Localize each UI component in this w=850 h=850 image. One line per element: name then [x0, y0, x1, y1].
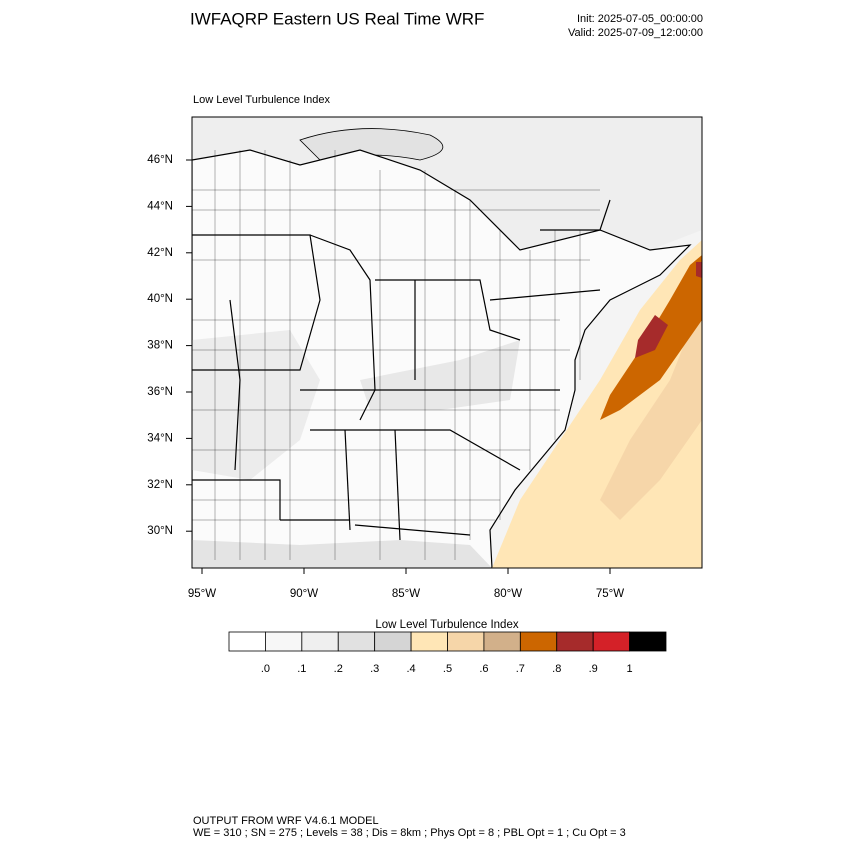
colorbar-label: 1	[627, 663, 633, 675]
lon-label: 75°W	[596, 588, 624, 600]
colorbar-label: .2	[334, 663, 343, 675]
lat-label: 46°N	[147, 154, 173, 166]
colorbar-box	[374, 631, 412, 652]
colorbar-box	[265, 631, 303, 652]
colorbar-box	[556, 631, 594, 652]
lat-label: 32°N	[147, 479, 173, 491]
colorbar-label: .7	[516, 663, 525, 675]
colorbar-box	[483, 631, 521, 652]
colorbar-title: Low Level Turbulence Index	[375, 619, 518, 631]
lat-label: 36°N	[147, 386, 173, 398]
colorbar-box	[301, 631, 339, 652]
colorbar-label: .3	[370, 663, 379, 675]
lon-label: 85°W	[392, 588, 420, 600]
lat-label: 42°N	[147, 247, 173, 259]
colorbar-box	[228, 631, 266, 652]
colorbar-box	[519, 631, 558, 652]
lat-label: 34°N	[147, 432, 173, 444]
colorbar-label: .8	[552, 663, 561, 675]
lon-label: 90°W	[290, 588, 318, 600]
valid-time: Valid: 2025-07-09_12:00:00	[568, 27, 703, 39]
colorbar-box	[629, 631, 667, 652]
colorbar-box	[447, 631, 485, 652]
footer-line: OUTPUT FROM WRF V4.6.1 MODEL	[193, 815, 379, 827]
lat-label: 40°N	[147, 293, 173, 305]
colorbar-box	[410, 631, 448, 652]
title: IWFAQRP Eastern US Real Time WRF	[190, 9, 484, 28]
footer-line: WE = 310 ; SN = 275 ; Levels = 38 ; Dis …	[193, 827, 626, 839]
lon-label: 95°W	[188, 588, 216, 600]
map	[191, 116, 703, 569]
init-time: Init: 2025-07-05_00:00:00	[577, 13, 703, 25]
lat-label: 30°N	[147, 525, 173, 537]
lat-label: 38°N	[147, 340, 173, 352]
colorbar-label: .5	[443, 663, 452, 675]
colorbar-box	[592, 631, 630, 652]
colorbar-label: .1	[297, 663, 306, 675]
colorbar-box	[337, 631, 376, 652]
colorbar-label: .4	[406, 663, 415, 675]
colorbar-label: .6	[479, 663, 488, 675]
colorbar-label: .9	[589, 663, 598, 675]
map-title: Low Level Turbulence Index	[193, 94, 330, 106]
lat-label: 44°N	[147, 200, 173, 212]
colorbar-label: .0	[261, 663, 270, 675]
lon-label: 80°W	[494, 588, 522, 600]
